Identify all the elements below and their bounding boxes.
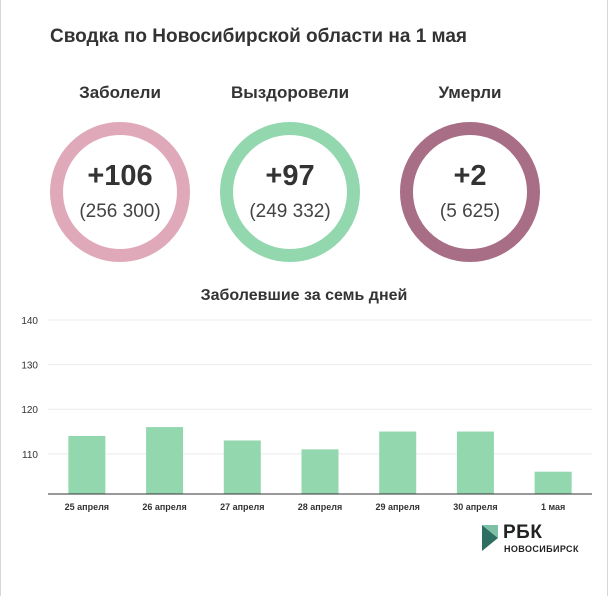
rbc-logo-region: НОВОСИБИРСК xyxy=(504,544,579,554)
stat-recovered-delta: +97 xyxy=(265,160,315,192)
x-tick-label: 25 апреля xyxy=(65,502,109,512)
stat-recovered-total: (249 332) xyxy=(249,201,331,222)
x-tick-label: 26 апреля xyxy=(142,502,186,512)
bar xyxy=(534,471,572,494)
stat-recovered: Выздоровели +97 (249 332) xyxy=(210,82,370,262)
x-tick-label: 29 апреля xyxy=(375,502,419,512)
stat-deaths-label: Умерли xyxy=(438,83,502,102)
bar xyxy=(379,431,417,494)
stat-deaths: Умерли +2 (5 625) xyxy=(390,82,550,262)
chart-title: Заболевшие за семь дней xyxy=(200,287,408,304)
bar xyxy=(456,431,494,494)
y-tick-label: 140 xyxy=(21,316,38,327)
rbc-logo-icon xyxy=(482,525,498,551)
stat-infected: Заболели +106 (256 300) xyxy=(40,82,200,262)
x-tick-label: 30 апреля xyxy=(453,502,497,512)
x-tick-label: 27 апреля xyxy=(220,502,264,512)
stat-deaths-total: (5 625) xyxy=(439,201,501,222)
stat-infected-total: (256 300) xyxy=(79,201,161,222)
frame-border-left xyxy=(0,0,1,596)
bar xyxy=(146,427,184,494)
rbc-logo-text: РБК xyxy=(503,522,543,543)
stat-deaths-delta: +2 xyxy=(453,160,487,192)
y-tick-label: 120 xyxy=(21,405,38,416)
bar xyxy=(301,449,339,494)
bar xyxy=(223,440,261,494)
x-tick-label: 28 апреля xyxy=(298,502,342,512)
stat-recovered-label: Выздоровели xyxy=(230,83,350,102)
stat-infected-label: Заболели xyxy=(79,83,161,102)
bar xyxy=(68,436,106,494)
x-tick-label: 1 мая xyxy=(541,502,565,512)
stat-infected-delta: +106 xyxy=(87,160,153,192)
y-tick-label: 130 xyxy=(21,361,38,372)
page-title: Сводка по Новосибирской области на 1 мая xyxy=(50,26,468,47)
y-tick-label: 110 xyxy=(22,450,38,461)
